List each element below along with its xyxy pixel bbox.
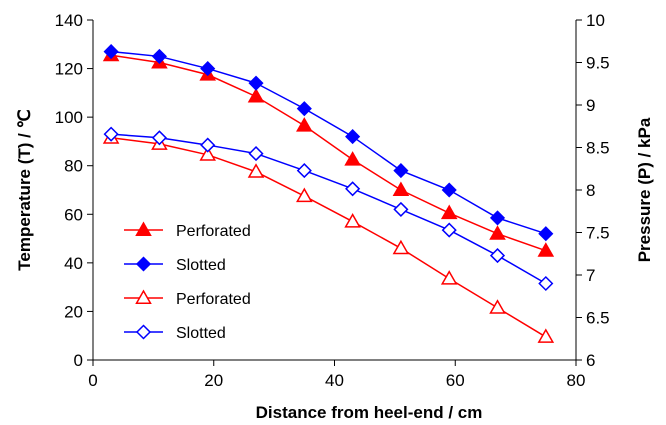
y-right-tick-label: 8 xyxy=(586,181,595,200)
y-axis-left-title: Temperature (T) / ℃ xyxy=(15,109,34,270)
data-point xyxy=(489,210,506,226)
series-line xyxy=(111,50,547,235)
data-point xyxy=(441,182,457,198)
series-1 xyxy=(102,46,555,257)
x-axis-title: Distance from heel-end / cm xyxy=(256,403,483,422)
data-point xyxy=(489,248,506,264)
data-point xyxy=(103,126,119,142)
x-tick-label: 60 xyxy=(446,371,465,390)
series-line xyxy=(111,137,547,338)
y-right-tick-label: 6.5 xyxy=(586,309,610,328)
data-point xyxy=(296,187,313,203)
legend-item: Slotted xyxy=(124,324,226,342)
y-left-tick-label: 20 xyxy=(64,302,83,321)
legend-item: Slotted xyxy=(124,256,226,274)
legend-label: Slotted xyxy=(176,325,226,342)
data-point xyxy=(537,328,555,343)
y-axis-right-title: Pressure (P) / kPa xyxy=(635,117,654,262)
y-left-tick-label: 0 xyxy=(74,351,83,370)
data-point xyxy=(393,201,409,217)
data-point xyxy=(392,239,410,255)
y-left-tick-label: 120 xyxy=(55,60,83,79)
x-tick-label: 0 xyxy=(88,371,97,390)
axes-layer: 0 20 40 60 80 0 20 40 60 80 100 120 140 6 6.5 7 7.5 8 8.5 9… xyxy=(55,11,610,390)
x-tick-label: 20 xyxy=(204,371,223,390)
series-3 xyxy=(102,129,555,343)
legend-swatch-marker xyxy=(135,256,152,272)
legend-label: Perforated xyxy=(176,291,251,308)
data-point xyxy=(393,163,409,179)
series-layer xyxy=(102,44,555,343)
data-point xyxy=(345,181,361,197)
legend: Perforated Slotted Perforated Slotted xyxy=(124,221,251,342)
data-point xyxy=(440,270,458,285)
y-left-tick-label: 140 xyxy=(55,11,83,30)
series-4 xyxy=(103,126,554,292)
data-point xyxy=(199,146,217,161)
data-point xyxy=(441,222,457,238)
series-2 xyxy=(103,44,554,242)
y-left-tick-label: 40 xyxy=(64,254,83,273)
legend-swatch-marker xyxy=(135,324,152,340)
y-right-tick-label: 9 xyxy=(586,96,595,115)
y-right-tick-label: 8.5 xyxy=(586,139,610,158)
x-tick-label: 40 xyxy=(325,371,344,390)
data-point xyxy=(103,44,119,60)
data-point xyxy=(248,75,264,91)
legend-item: Perforated xyxy=(124,221,251,240)
data-point xyxy=(151,48,167,64)
data-point xyxy=(345,129,361,145)
data-point xyxy=(200,137,216,153)
y-right-tick-label: 9.5 xyxy=(586,54,610,73)
series-line xyxy=(111,54,547,252)
data-point xyxy=(537,242,555,257)
data-point xyxy=(247,87,265,103)
data-point xyxy=(392,181,410,196)
data-point xyxy=(296,117,313,132)
legend-label: Slotted xyxy=(176,257,226,274)
data-point xyxy=(151,130,167,146)
data-point xyxy=(538,226,554,242)
y-left-tick-label: 80 xyxy=(64,157,83,176)
y-right-tick-label: 7 xyxy=(586,266,595,285)
data-point xyxy=(247,163,265,178)
x-tick-label: 80 xyxy=(567,371,586,390)
data-point xyxy=(489,299,506,314)
y-right-tick-label: 6 xyxy=(586,351,595,370)
data-point xyxy=(200,61,216,77)
legend-item: Perforated xyxy=(124,289,251,308)
series-line xyxy=(111,133,547,285)
legend-swatch-marker xyxy=(135,221,152,236)
y-left-tick-label: 100 xyxy=(55,108,83,127)
data-point xyxy=(248,146,264,162)
data-point xyxy=(296,163,312,179)
y-right-tick-label: 10 xyxy=(586,11,605,30)
legend-swatch-marker xyxy=(135,289,152,304)
data-point xyxy=(489,225,506,240)
data-point xyxy=(344,151,361,166)
data-point xyxy=(344,213,361,228)
legend-label: Perforated xyxy=(176,223,251,240)
y-right-tick-label: 7.5 xyxy=(586,224,610,243)
data-point xyxy=(296,101,312,117)
y-left-tick-label: 60 xyxy=(64,205,83,224)
data-point xyxy=(538,275,554,292)
data-point xyxy=(440,204,458,220)
